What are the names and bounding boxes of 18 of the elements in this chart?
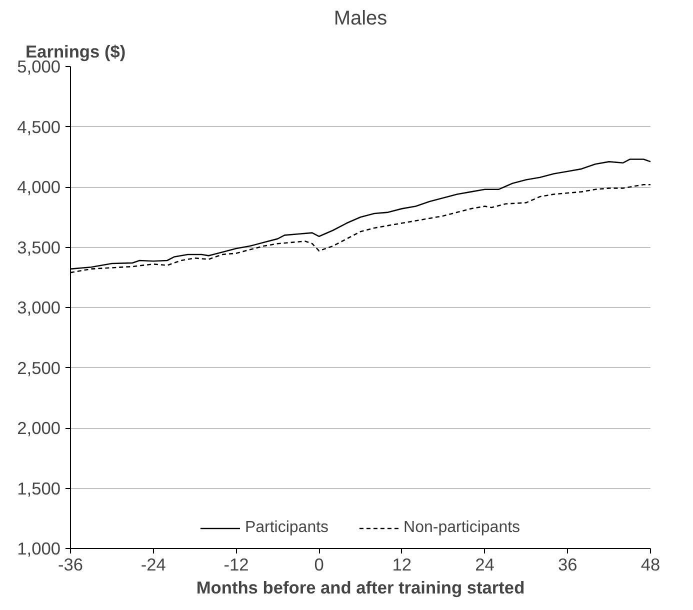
x-tick-label: 24 [475,554,495,574]
x-tick-label: 36 [558,554,578,574]
y-tick-label: 4,500 [17,116,61,137]
x-tick-label: 48 [640,554,660,574]
legend-label: Non-participants [404,519,520,537]
x-tick-label: 0 [314,554,324,574]
y-tick-label: 2,000 [17,418,61,438]
x-tick-label: -12 [224,554,249,574]
chart-title: Males [334,8,388,30]
y-tick-label: 3,500 [17,237,61,258]
y-tick-label: 4,000 [17,177,61,197]
legend-label: Participants [244,519,329,537]
y-tick-label: 2,500 [17,358,61,378]
x-tick-label: -24 [140,554,166,574]
y-tick-label: 1,500 [17,478,61,498]
x-axis-title: Months before and after training started [196,578,525,598]
y-tick-label: 3,000 [17,298,61,318]
x-tick-label: 12 [392,554,412,574]
